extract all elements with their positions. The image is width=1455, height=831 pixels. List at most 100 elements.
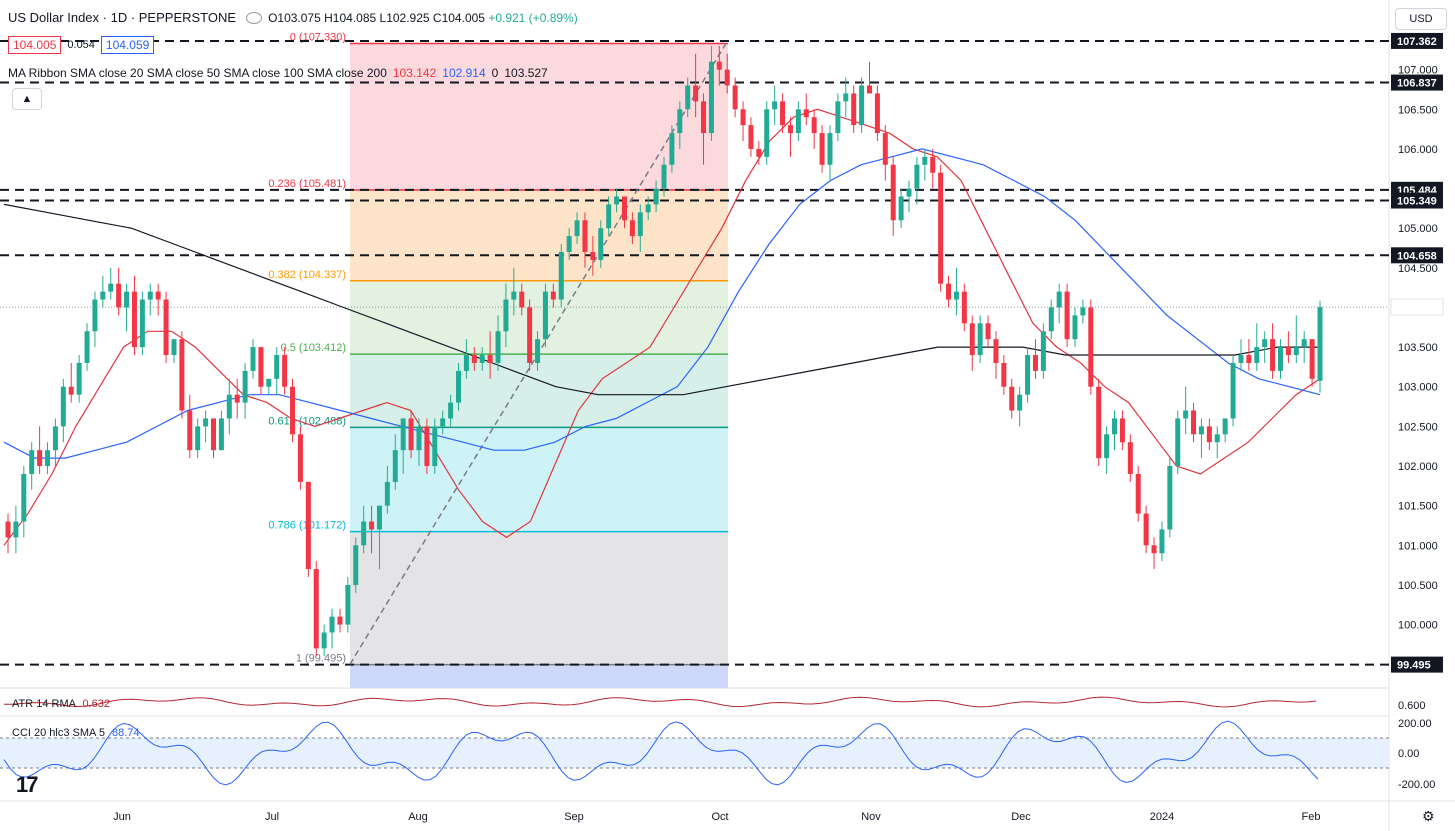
candle-body <box>179 339 185 411</box>
candle-body <box>811 117 817 134</box>
candle-body <box>906 188 912 197</box>
fib-zone <box>350 664 728 688</box>
candle-body <box>13 521 19 538</box>
candle-body <box>606 204 612 229</box>
cci-axis-tick: 0.00 <box>1398 748 1419 760</box>
candle-body <box>1009 386 1015 411</box>
open-value: O103.075 <box>268 10 321 25</box>
candle-body <box>1191 410 1197 435</box>
candle-body <box>882 133 888 165</box>
candle-body <box>701 101 707 134</box>
visibility-icon[interactable] <box>246 11 263 24</box>
candle-body <box>1309 339 1315 379</box>
candle-body <box>1104 434 1110 459</box>
candle-body <box>163 299 169 356</box>
bid-ask-row: 104.005 0.054 104.059 <box>8 36 155 54</box>
price-level-badge <box>1391 192 1443 209</box>
candle-body <box>661 164 667 189</box>
candle-body <box>803 109 809 118</box>
candle-body <box>756 148 762 157</box>
candle-body <box>922 156 928 165</box>
candle-body <box>645 204 651 213</box>
candle-body <box>582 220 588 252</box>
candle-body <box>68 386 74 395</box>
fib-zone <box>350 531 728 665</box>
cci-label: CCI 20 hlc3 SMA 5 <box>12 727 105 739</box>
candle-body <box>1127 442 1133 474</box>
ma-ribbon-label[interactable]: MA Ribbon SMA close 20 SMA close 50 SMA … <box>8 66 387 80</box>
candle-body <box>621 196 627 221</box>
candle-body <box>321 632 327 649</box>
candle-body <box>1119 418 1125 443</box>
candle-body <box>969 323 975 356</box>
candle-body <box>155 291 161 300</box>
candle-body <box>898 196 904 221</box>
candle-body <box>535 339 541 363</box>
candle-body <box>305 481 311 570</box>
candle-body <box>203 418 209 427</box>
candle-body <box>495 331 501 363</box>
candle-body <box>139 299 145 348</box>
candle-body <box>724 69 730 86</box>
candle-body <box>669 133 675 165</box>
cci-axis-tick: -200.00 <box>1398 779 1435 791</box>
candle-body <box>258 347 264 387</box>
candle-body <box>827 133 833 165</box>
candle-body <box>1214 434 1220 443</box>
candle-body <box>629 220 635 237</box>
atr-legend[interactable]: ATR 14 RMA 0.632 <box>12 698 110 710</box>
candle-body <box>708 61 714 134</box>
high-value: H104.085 <box>324 10 377 25</box>
candle-body <box>345 584 351 625</box>
gear-icon[interactable]: ⚙ <box>1422 808 1435 824</box>
candle-body <box>795 109 801 134</box>
atr-label: ATR 14 RMA <box>12 698 76 710</box>
candle-body <box>124 291 130 308</box>
candle-body <box>226 394 232 419</box>
ohlc-readout: O103.075 H104.085 L102.925 C104.005 +0.9… <box>268 11 578 25</box>
sell-price-box[interactable]: 104.005 <box>8 36 62 54</box>
sma50-value: 102.914 <box>442 66 486 80</box>
symbol-legend: US Dollar Index · 1D · PEPPERSTONE O103.… <box>8 10 578 25</box>
candle-body <box>1088 307 1094 387</box>
candle-body <box>313 569 319 649</box>
candle-body <box>637 212 643 237</box>
candle-body <box>1025 355 1031 395</box>
candle-body <box>92 299 98 332</box>
candle-body <box>1246 355 1252 363</box>
candle-body <box>297 434 303 482</box>
candle-body <box>677 109 683 134</box>
buy-price-box[interactable]: 104.059 <box>100 36 155 54</box>
candle-body <box>1254 347 1260 363</box>
price-axis-tick: 104.500 <box>1398 263 1438 275</box>
candle-body <box>369 521 375 530</box>
candle-body <box>527 307 533 363</box>
fib-label: 0.5 (103.412) <box>281 342 346 354</box>
candle-body <box>716 61 722 70</box>
price-axis-tick: 100.000 <box>1398 620 1438 632</box>
candle-body <box>29 450 35 474</box>
fib-label: 1 (99.495) <box>296 653 346 665</box>
cci-legend[interactable]: CCI 20 hlc3 SMA 5 88.74 <box>12 727 140 739</box>
candle-body <box>930 156 936 173</box>
collapse-legend-button[interactable]: ▲ <box>12 88 42 110</box>
candle-body <box>424 426 430 467</box>
cci-line <box>3 720 1319 786</box>
time-axis-tick: Jul <box>265 811 279 823</box>
time-axis-tick: Jun <box>113 811 131 823</box>
fib-label: 0.236 (105.481) <box>268 178 346 190</box>
candle-body <box>1175 418 1181 467</box>
candle-body <box>590 251 596 260</box>
fib-label: 0.618 (102.488) <box>268 415 346 427</box>
price-level-badge-text: 99.495 <box>1397 660 1431 672</box>
fib-label: 0.382 (104.337) <box>268 269 346 281</box>
candle-body <box>84 331 90 363</box>
candle-body <box>242 370 248 403</box>
price-level-badge <box>1391 656 1443 673</box>
symbol-title[interactable]: US Dollar Index · 1D · PEPPERSTONE <box>8 10 237 25</box>
tradingview-logo[interactable]: 17 <box>16 772 39 797</box>
currency-button[interactable]: USD <box>1395 8 1447 30</box>
candle-body <box>21 473 27 522</box>
candle-body <box>353 545 359 585</box>
